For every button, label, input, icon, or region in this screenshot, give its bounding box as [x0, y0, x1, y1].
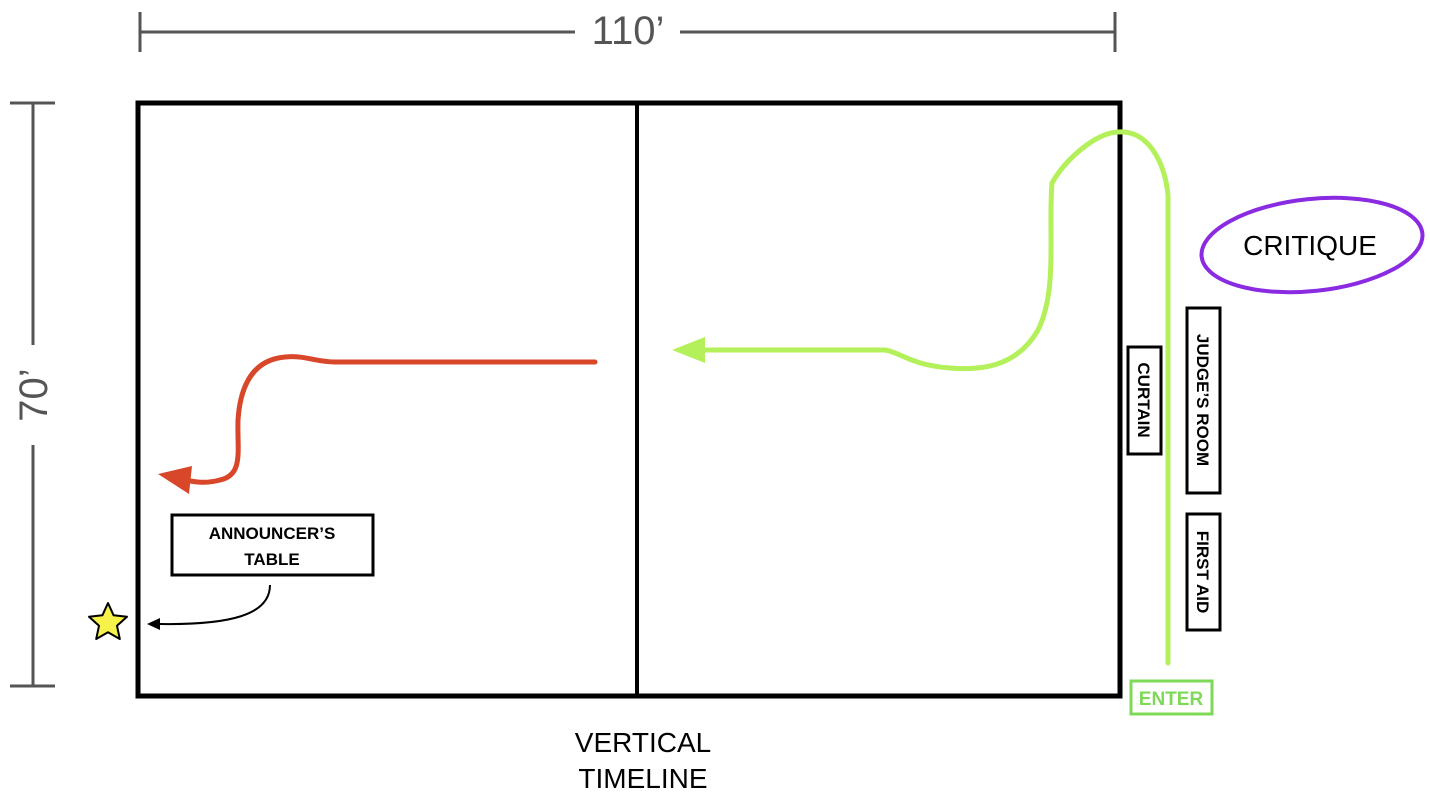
critique-label: CRITIQUE — [1243, 230, 1377, 261]
first-aid-label: FIRST AID — [1193, 531, 1212, 613]
width-dimension: 110’ — [138, 9, 1117, 53]
judges-room-label-border — [1185, 306, 1222, 495]
curtain-label: CURTAIN — [1134, 362, 1153, 437]
height-dimension-label: 70’ — [12, 368, 56, 421]
exit-path-arrowhead — [158, 466, 192, 494]
exit-path — [158, 354, 598, 494]
entry-path-arrowhead — [672, 337, 705, 363]
enter-label-border — [1129, 679, 1214, 716]
floor-outline — [135, 100, 1123, 699]
announcer-pointer — [147, 584, 271, 630]
first-aid-label-box: FIRST AID — [1185, 512, 1222, 632]
curtain-label-box: CURTAIN — [1126, 345, 1163, 456]
judges-room-label-box: JUDGE’S ROOM — [1185, 306, 1222, 495]
entry-path-line — [697, 129, 1171, 666]
announcers-table-label-line1: ANNOUNCER’S — [209, 524, 336, 543]
first-aid-label-border — [1185, 512, 1222, 632]
entry-path — [672, 129, 1171, 666]
floor-area — [135, 100, 1123, 699]
announcer-pointer-line — [159, 584, 271, 626]
critique-ring — [1199, 195, 1425, 295]
curtain-label-border — [1126, 345, 1163, 456]
critique-area: CRITIQUE — [1199, 195, 1425, 295]
exit-path-line — [182, 354, 598, 485]
star-icon — [88, 602, 128, 640]
vertical-timeline-line1: VERTICAL — [575, 727, 711, 758]
height-dimension: 70’ — [10, 101, 56, 688]
width-dimension-label: 110’ — [592, 9, 665, 53]
announcers-table-border — [170, 513, 375, 577]
announcers-table-label-line2: TABLE — [244, 550, 299, 569]
enter-label: ENTER — [1139, 689, 1204, 710]
announcer-pointer-arrowhead — [147, 618, 160, 630]
announcers-table: ANNOUNCER’S TABLE — [170, 513, 375, 577]
vertical-timeline-caption: VERTICAL TIMELINE — [575, 727, 711, 794]
enter-label-box: ENTER — [1129, 679, 1214, 716]
vertical-timeline-line2: TIMELINE — [578, 763, 707, 794]
judges-room-label: JUDGE’S ROOM — [1193, 334, 1212, 466]
